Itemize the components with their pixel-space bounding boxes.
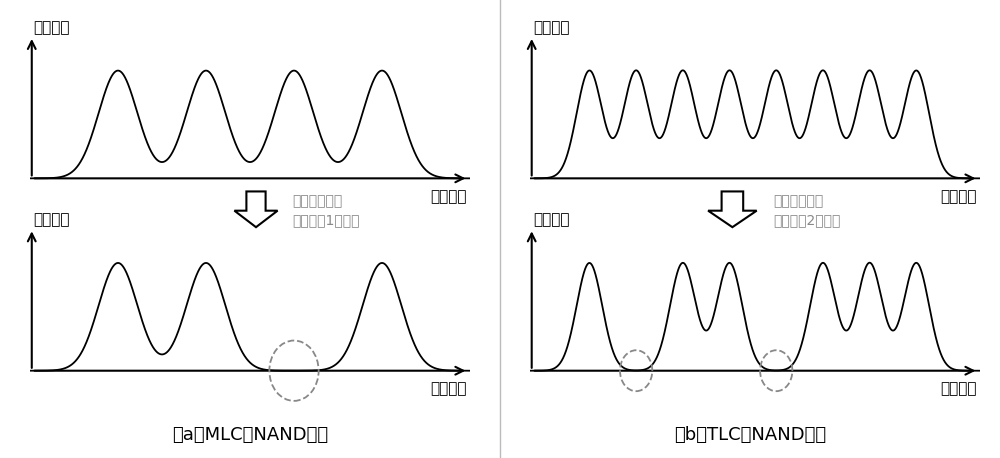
FancyArrow shape [234, 191, 278, 227]
Text: 胞元数量: 胞元数量 [533, 213, 570, 227]
Text: 阈値电压: 阈値电压 [940, 189, 977, 204]
FancyArrow shape [708, 191, 757, 227]
Text: 通过数据调制
完全消除2个状态: 通过数据调制 完全消除2个状态 [773, 195, 840, 227]
Text: 阈値电压: 阈値电压 [430, 189, 466, 204]
Text: （b）TLC型NAND闪存: （b）TLC型NAND闪存 [674, 426, 826, 444]
Text: （a）MLC型NAND闪存: （a）MLC型NAND闪存 [172, 426, 328, 444]
Text: 通过数据调制
完全消除1个状态: 通过数据调制 完全消除1个状态 [292, 195, 360, 227]
Text: 阈値电压: 阈値电压 [430, 382, 466, 397]
Text: 阈値电压: 阈値电压 [940, 382, 977, 397]
Text: 胞元数量: 胞元数量 [34, 20, 70, 35]
Text: 胞元数量: 胞元数量 [34, 213, 70, 227]
Text: 胞元数量: 胞元数量 [533, 20, 570, 35]
